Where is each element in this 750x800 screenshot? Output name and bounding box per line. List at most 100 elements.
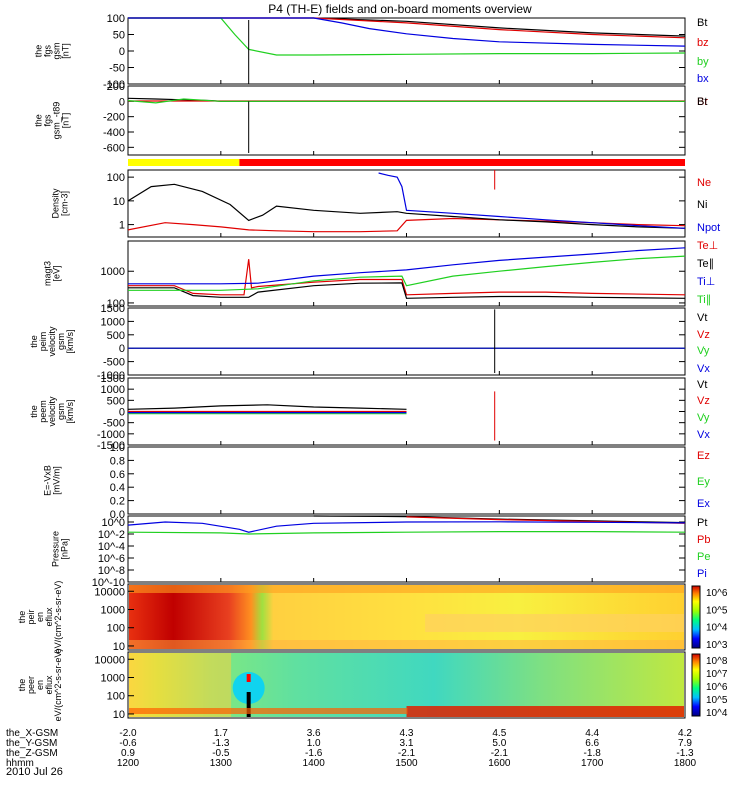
legend-entry-Ez: Ez	[697, 450, 710, 462]
y-axis-label-line: en	[35, 680, 45, 690]
time-axis-value: 1600	[488, 758, 511, 769]
legend-entry-Pi: Pi	[697, 568, 707, 580]
y-axis-label-line: E=-VxB	[43, 465, 53, 496]
y-axis-label-line: eflux	[44, 675, 54, 695]
legend-entry-Vz: Vz	[697, 329, 710, 341]
y-tick-label: 0.6	[110, 469, 125, 481]
series-line-Ni	[127, 183, 686, 229]
y-axis-label: the peir en eflux eV/(cm^2-s-sr-eV)	[17, 581, 63, 654]
y-tick-label: -200	[103, 112, 125, 124]
time-axis-value: 1.0	[307, 738, 321, 749]
time-axis-row-label: the_X-GSM	[6, 728, 58, 739]
panel-11: 10000 1000 100 10 10^8 10^7 10^6 10^5 10^4	[94, 651, 728, 721]
y-axis-label-line: [nT]	[61, 113, 71, 129]
y-axis-label: the peem velocity gsm [km/s]	[29, 396, 75, 427]
time-axis-value: -0.6	[119, 738, 137, 749]
y-tick-label: 10	[113, 709, 125, 721]
time-axis-value: 1400	[303, 758, 326, 769]
colorbar-tick-label: 10^8	[706, 656, 728, 667]
y-axis-label-line: the	[29, 335, 39, 348]
y-axis-label-line: gsm	[52, 42, 62, 59]
y-axis-label: E=-VxB [mV/m]	[43, 465, 62, 496]
series-line-Pi	[127, 521, 686, 533]
panel-4: 100 10 1 Ne Ni Npot	[107, 169, 720, 238]
legend-entry-Pe: Pe	[697, 551, 710, 563]
time-axis-value: 3.6	[307, 728, 321, 739]
y-tick-label: 1500	[101, 373, 125, 385]
legend-entry-Npot: Npot	[697, 222, 720, 234]
y-tick-label: 0.2	[110, 496, 125, 508]
legend-entry-Bt: Bt	[697, 17, 707, 29]
time-axis-value: -1.6	[305, 748, 323, 759]
y-axis-label-line: [nT]	[61, 43, 71, 59]
series-line-bx	[128, 17, 686, 47]
time-axis-value: -0.5	[212, 748, 230, 759]
y-tick-label: 500	[107, 330, 125, 342]
y-tick-label: 10^-10	[92, 577, 125, 589]
time-axis-value: -1.8	[584, 748, 602, 759]
y-axis-label-line: [cm-3]	[60, 191, 70, 216]
series-line-Ne	[127, 217, 686, 233]
y-axis-label-line: the	[34, 45, 44, 58]
y-axis-label-line: the	[29, 405, 39, 418]
time-axis-value: 6.6	[585, 738, 599, 749]
mode-bar-segment	[128, 159, 240, 166]
panel-frame	[127, 169, 686, 238]
y-axis-label-line: peer	[26, 676, 36, 694]
panel-frame	[127, 446, 686, 515]
y-tick-label: -100	[103, 79, 125, 91]
y-tick-label: 1000	[101, 384, 125, 396]
y-axis-label-line: [eV]	[52, 265, 62, 281]
legend-entry-Ne: Ne	[697, 177, 711, 189]
y-axis-label: the peim velocity gsm [km/s]	[29, 326, 75, 357]
y-axis-label: the fgs gsm [nT]	[34, 42, 71, 59]
y-tick-label: -1500	[97, 440, 125, 452]
y-axis-label-line: [km/s]	[65, 400, 75, 424]
legend-entry-Vt: Vt	[697, 312, 707, 324]
colorbar-tick-label: 10^6	[706, 588, 728, 599]
y-tick-label: 0.0	[110, 509, 125, 521]
legend-entry-Ti⊥: Ti⊥	[697, 276, 715, 288]
figure-title: P4 (TH-E) fields and on-board moments ov…	[268, 2, 532, 16]
y-tick-label: 100	[107, 172, 125, 184]
y-tick-label: 0	[119, 96, 125, 108]
series-line-Ti⊥	[128, 247, 686, 285]
colorbar	[691, 653, 701, 717]
series-line-Te⊥	[128, 259, 686, 296]
series-line-Te∥	[128, 282, 686, 299]
time-axis-value: 1.7	[214, 728, 228, 739]
y-tick-label: 10^0	[101, 517, 125, 529]
time-axis-labels: the_X-GSM -2.0 1.7 3.6 4.3 4.5 4.4 4.2 the_Y-GSM…	[6, 728, 697, 769]
y-axis-label-line: peir	[26, 609, 36, 624]
series-line-Npot	[378, 172, 686, 229]
y-axis-label-line: eV/(cm^2-s-sr-eV)	[53, 581, 63, 654]
time-axis-value: -2.1	[491, 748, 509, 759]
legend-entry-Ex: Ex	[697, 498, 710, 510]
time-axis-value: -2.1	[398, 748, 416, 759]
y-axis-label-line: gsm	[56, 333, 66, 350]
y-axis-label-line: peim	[38, 332, 48, 352]
y-tick-label: 0	[119, 46, 125, 58]
time-axis-row-label: the_Y-GSM	[6, 738, 57, 749]
y-tick-label: 0	[119, 343, 125, 355]
y-axis-label: the fgs gsm_-t89 [nT]	[34, 102, 71, 140]
spectrogram-feature	[246, 674, 251, 682]
y-tick-label: -400	[103, 127, 125, 139]
y-tick-label: 10^-2	[98, 529, 125, 541]
legend-entry-Ni: Ni	[697, 199, 707, 211]
panel-10: 10000 1000 100 10 10^6 10^5 10^4 10^3	[94, 583, 728, 653]
y-axis-label-line: gsm	[56, 403, 66, 420]
y-tick-label: 100	[107, 623, 125, 635]
y-tick-label: -600	[103, 142, 125, 154]
y-tick-label: 1000	[101, 672, 125, 684]
y-axis-label-line: gsm_-t89	[52, 102, 62, 140]
colorbar-tick-label: 10^4	[706, 623, 728, 634]
panel-frame	[127, 17, 686, 85]
series-line-Pe	[127, 530, 686, 535]
legend-entry-Pb: Pb	[697, 534, 710, 546]
y-tick-label: 0.4	[110, 482, 125, 494]
